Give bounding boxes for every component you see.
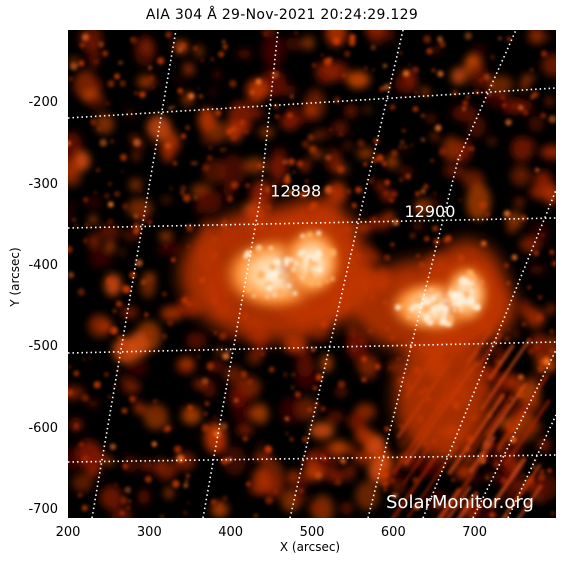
- region-labels: 12898 12900: [270, 182, 455, 221]
- latitude-line: [68, 87, 556, 119]
- latitude-line: [68, 217, 556, 229]
- latitude-line: [68, 341, 556, 354]
- y-tick-label: -300: [28, 176, 58, 192]
- x-tick-label: 500: [299, 525, 325, 540]
- longitude-line: [91, 30, 177, 518]
- solar-image-panel: 12898 12900 SolarMonitor.org: [68, 30, 556, 518]
- x-tick-label: 400: [218, 525, 244, 540]
- y-tick-label: -500: [28, 339, 58, 355]
- x-tick-label: 700: [462, 525, 488, 540]
- longitude-line: [507, 414, 556, 518]
- x-tick-label: 200: [55, 525, 81, 540]
- solar-image-canvas: 12898 12900 SolarMonitor.org: [68, 30, 556, 518]
- y-tick-label: -400: [28, 257, 58, 273]
- y-tick-label: -200: [28, 95, 58, 111]
- map-title: AIA 304 Å 29-Nov-2021 20:24:29.129: [145, 7, 419, 23]
- y-tick-label: -700: [28, 501, 58, 517]
- x-tick-label: 600: [380, 525, 406, 540]
- active-region-emission: [179, 197, 518, 460]
- y-tick-label: -600: [28, 420, 58, 436]
- longitude-line: [202, 30, 279, 518]
- latitude-line: [68, 454, 556, 463]
- x-tick-label: 300: [136, 525, 162, 540]
- longitude-line: [422, 189, 556, 518]
- watermark-text: SolarMonitor.org: [386, 492, 534, 513]
- longitude-line: [289, 30, 404, 518]
- heliographic-grid: [68, 30, 556, 518]
- y-axis-label: Y (arcsec): [8, 247, 22, 307]
- active-region-label: 12900: [404, 202, 455, 221]
- longitude-line: [367, 30, 517, 518]
- active-region-label: 12898: [270, 182, 321, 201]
- x-axis-label: X (arcsec): [279, 540, 341, 554]
